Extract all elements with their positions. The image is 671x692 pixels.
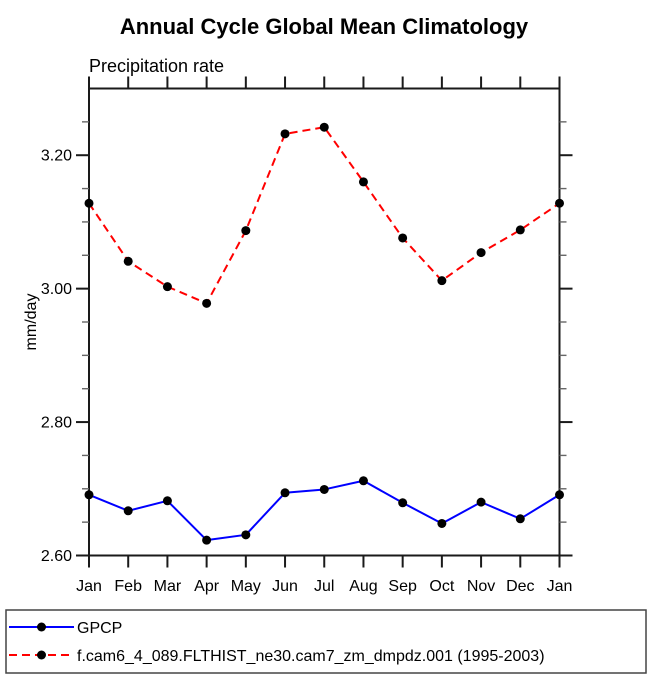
chart-left-string: Precipitation rate xyxy=(89,56,224,76)
data-point-marker xyxy=(84,490,94,500)
x-tick-label: Jan xyxy=(547,578,573,595)
data-series-layer xyxy=(84,122,564,545)
x-tick-label: Jun xyxy=(272,578,298,595)
data-point-marker xyxy=(280,488,290,498)
x-tick-label: Mar xyxy=(154,578,182,595)
x-tick-label: Jan xyxy=(76,578,102,595)
chart-title: Annual Cycle Global Mean Climatology xyxy=(120,14,529,39)
data-point-marker xyxy=(437,518,447,528)
data-point-marker xyxy=(241,226,251,236)
data-point-marker xyxy=(398,233,408,243)
x-tick-label: Oct xyxy=(429,578,454,595)
legend-marker-gpcp xyxy=(37,622,46,632)
data-point-marker xyxy=(358,476,368,486)
data-point-marker xyxy=(319,484,329,494)
data-point-marker xyxy=(476,497,486,507)
data-point-marker xyxy=(162,282,172,292)
legend-label-model: f.cam6_4_089.FLTHIST_ne30.cam7_zm_dmpdz.… xyxy=(77,648,545,665)
data-point-marker xyxy=(123,506,133,516)
y-tick-label: 2.80 xyxy=(41,415,72,432)
legend-marker-model xyxy=(37,650,46,660)
legend-label-gpcp: GPCP xyxy=(77,620,122,637)
data-point-marker xyxy=(358,177,368,187)
data-point-marker xyxy=(476,248,486,258)
data-point-marker xyxy=(202,535,212,545)
x-tick-label: Dec xyxy=(506,578,534,595)
data-point-marker xyxy=(555,490,564,500)
series-line-1 xyxy=(88,126,561,305)
y-tick-label: 2.60 xyxy=(41,548,72,565)
y-tick-label: 3.00 xyxy=(41,281,72,298)
legend-box xyxy=(5,609,647,674)
data-point-marker xyxy=(555,198,564,208)
data-point-marker xyxy=(515,225,525,235)
y-axis-label: mm/day xyxy=(23,294,40,351)
data-point-marker xyxy=(202,298,212,308)
plot-axes: Jan Feb Mar Apr May Jun Jul Aug Sep Oct Nov Dec Jan2… xyxy=(41,76,573,595)
x-tick-label: May xyxy=(231,578,261,595)
x-tick-label: Nov xyxy=(467,578,495,595)
data-point-marker xyxy=(515,514,525,524)
x-tick-label: Sep xyxy=(388,578,417,595)
data-point-marker xyxy=(162,496,172,506)
x-tick-label: Feb xyxy=(114,578,142,595)
data-point-marker xyxy=(123,256,133,266)
x-tick-label: Aug xyxy=(349,578,377,595)
y-tick-label: 3.20 xyxy=(41,148,72,165)
data-point-marker xyxy=(84,198,94,208)
data-point-marker xyxy=(319,122,329,132)
data-point-marker xyxy=(437,276,447,286)
data-point-marker xyxy=(280,129,290,139)
data-point-marker xyxy=(398,498,408,508)
legend: GPCP f.cam6_4_089.FLTHIST_ne30.cam7_zm_d… xyxy=(5,609,647,674)
data-point-marker xyxy=(241,530,251,540)
x-tick-label: Jul xyxy=(314,578,334,595)
x-tick-label: Apr xyxy=(194,578,220,595)
